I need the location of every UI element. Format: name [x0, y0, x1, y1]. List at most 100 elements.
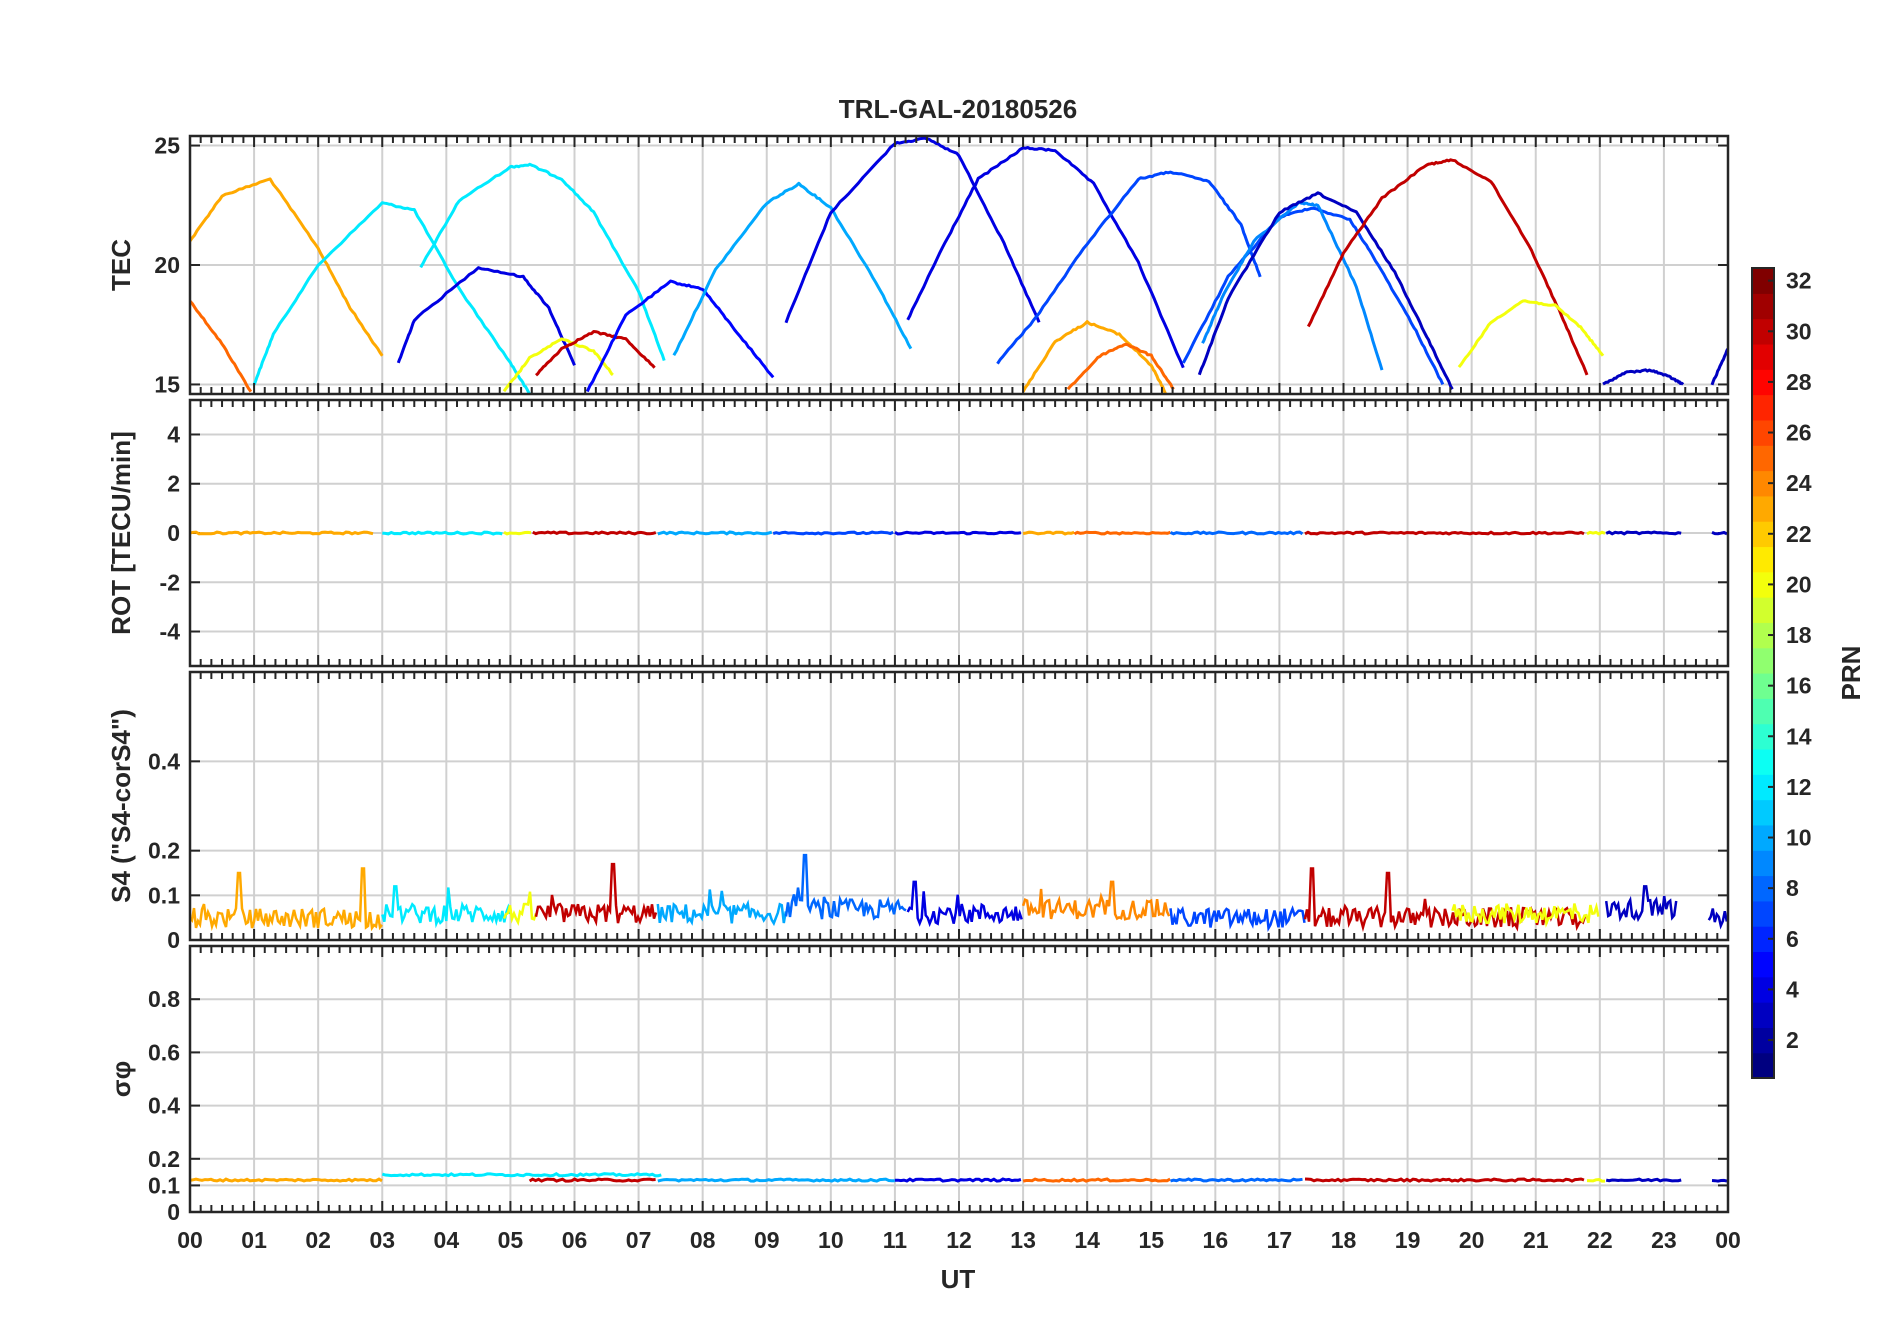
tec-arc-prn-5 [585, 279, 775, 393]
x-axis-label: UT [941, 1264, 976, 1294]
x-tick-label: 10 [818, 1227, 844, 1253]
y-tick-label: 4 [167, 421, 180, 447]
x-tick-label: 01 [241, 1227, 267, 1253]
panel-3: 0 0.1 0.2 0.4 S4 ("S4-corS4") [106, 670, 1730, 953]
tec-arc-prn-23 [1021, 320, 1168, 394]
x-tick-label: 23 [1651, 1227, 1677, 1253]
colorbar-tick-label: 10 [1786, 825, 1812, 851]
colorbar-swatch [1752, 824, 1774, 851]
x-tick-label: 00 [1715, 1227, 1741, 1253]
colorbar-swatch [1752, 445, 1774, 472]
colorbar-swatch [1752, 268, 1774, 294]
colorbar-swatch [1752, 875, 1774, 902]
rot-trace-prn-3 [1605, 530, 1682, 536]
colorbar-swatch [1752, 343, 1774, 370]
colorbar-tick-label: 26 [1786, 420, 1812, 446]
rot-trace-prn-23 [1022, 530, 1075, 536]
rot-trace-prn-23 [190, 530, 374, 536]
colorbar-swatch [1752, 293, 1774, 320]
s4-trace-prn-24 [1021, 880, 1171, 922]
tec-arc-prn-12 [252, 201, 531, 394]
y-tick-label: 15 [154, 371, 180, 397]
colorbar-frame [1751, 267, 1775, 1079]
colorbar-swatch [1752, 748, 1774, 775]
x-tick-label: 16 [1203, 1227, 1229, 1253]
x-tick-label: 09 [754, 1227, 780, 1253]
s4-trace-prn-30 [534, 862, 658, 927]
x-tick-label: 21 [1523, 1227, 1549, 1253]
colorbar-tick-label: 2 [1786, 1027, 1799, 1053]
colorbar-swatch [1752, 926, 1774, 953]
tec-arc-prn-7 [1181, 206, 1445, 386]
s4-trace-prn-23 [190, 867, 383, 932]
y-tick-label: 0.4 [148, 1093, 180, 1119]
y-tick-label: 0.1 [148, 1172, 180, 1198]
tec-arc-prn-4 [396, 266, 576, 366]
x-tick-label: 04 [434, 1227, 460, 1253]
y-tick-label: 20 [154, 252, 180, 278]
colorbar-swatch [1752, 546, 1774, 573]
s4-trace-prn-4 [906, 880, 1023, 928]
sigma-trace-prn-8 [1170, 1177, 1303, 1183]
x-tick-label: 18 [1331, 1227, 1357, 1253]
rot-trace-prn-8 [1169, 530, 1304, 536]
tec-arc-prn-20 [1457, 299, 1605, 369]
colorbar-tick-label: 12 [1786, 774, 1812, 800]
sigma-trace-prn-23 [190, 1177, 383, 1183]
tec-arc-prn-3 [1197, 191, 1454, 390]
y-tick-label: 0.2 [148, 1146, 180, 1172]
colorbar-swatch [1752, 1027, 1774, 1054]
colorbar-tick-label: 22 [1786, 521, 1812, 547]
colorbar-swatch [1752, 647, 1774, 674]
tec-arc-prn-30 [1306, 158, 1589, 376]
colorbar-swatch [1752, 1002, 1774, 1028]
x-tick-label: 06 [562, 1227, 588, 1253]
rot-trace-prn-4 [894, 530, 1022, 536]
panel-data [190, 1171, 1728, 1183]
panel-frame [188, 398, 1730, 668]
tec-arc-prn-3 [1710, 347, 1728, 386]
rot-trace-prn-3 [1711, 530, 1728, 536]
colorbar-tick-label: 30 [1786, 318, 1812, 344]
sigma-trace-prn-30 [1304, 1177, 1585, 1183]
x-tick-label: 14 [1074, 1227, 1100, 1253]
rot-trace-prn-30 [532, 530, 657, 536]
rot-trace-prn-20 [503, 530, 532, 536]
x-tick-label: 19 [1395, 1227, 1421, 1253]
y-tick-label: 0.4 [148, 748, 180, 774]
s4-trace-prn-3 [1707, 908, 1728, 930]
colorbar-tick-label: 18 [1786, 622, 1812, 648]
s4-trace-prn-20 [502, 891, 538, 927]
colorbar-swatch [1752, 521, 1774, 548]
panel-2: -4 -2 0 2 4 ROT [TECU/min] [106, 398, 1730, 668]
colorbar-swatch [1752, 673, 1774, 699]
colorbar-tick-label: 4 [1786, 976, 1799, 1002]
y-axis-label: S4 ("S4-corS4") [106, 709, 136, 903]
colorbar-label: PRN [1836, 646, 1866, 701]
colorbar-swatch [1752, 318, 1774, 345]
colorbar-swatch [1752, 951, 1774, 978]
tec-arc-prn-25 [1066, 342, 1175, 391]
tec-arc-prn-23 [190, 177, 384, 357]
y-tick-label: 25 [154, 133, 180, 159]
y-tick-label: -2 [160, 569, 180, 595]
colorbar-swatch [1752, 900, 1774, 927]
colorbar-swatch [1752, 850, 1774, 877]
x-tick-label: 22 [1587, 1227, 1613, 1253]
tec-arc-prn-3 [1602, 368, 1685, 386]
colorbar-swatch [1752, 774, 1774, 801]
sigma-trace-prn-3 [1605, 1177, 1682, 1183]
tec-arc-prn-7 [996, 170, 1262, 365]
sigma-trace-prn-25 [1022, 1177, 1171, 1183]
colorbar-tick-label: 32 [1786, 268, 1812, 294]
colorbar-swatch [1752, 419, 1774, 446]
y-axis-label: ROT [TECU/min] [106, 431, 136, 635]
y-tick-label: 0.1 [148, 882, 180, 908]
s4-trace-prn-3 [1604, 885, 1678, 923]
tec-arc-prn-20 [502, 337, 614, 393]
chart-title: TRL-GAL-20180526 [839, 94, 1077, 124]
rot-trace-prn-20 [1586, 530, 1606, 536]
sigma-trace-prn-12 [381, 1171, 662, 1178]
